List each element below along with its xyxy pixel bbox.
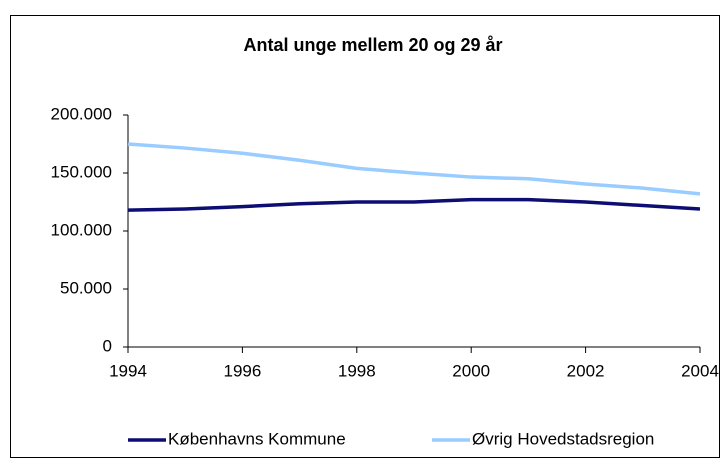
- y-tick-label: 200.000: [51, 104, 112, 123]
- y-tick-label: 0: [103, 336, 112, 355]
- x-tick-label: 2000: [452, 361, 490, 380]
- data-line: [127, 197, 701, 212]
- x-tick-label: 1994: [109, 361, 147, 380]
- chart-title: Antal unge mellem 20 og 29 år: [243, 35, 502, 55]
- y-tick-label: 100.000: [51, 220, 112, 239]
- legend-label: Øvrig Hovedstadsregion: [472, 429, 654, 448]
- y-tick-label: 150.000: [51, 162, 112, 181]
- x-tick-label: 2002: [567, 361, 605, 380]
- x-tick-label: 2004: [681, 361, 719, 380]
- y-tick-label: 50.000: [60, 278, 112, 297]
- legend-label: Københavns Kommune: [168, 429, 346, 448]
- x-tick-label: 1996: [223, 361, 261, 380]
- chart-frame: [10, 15, 720, 458]
- x-tick-label: 1998: [338, 361, 376, 380]
- data-line: [127, 142, 701, 196]
